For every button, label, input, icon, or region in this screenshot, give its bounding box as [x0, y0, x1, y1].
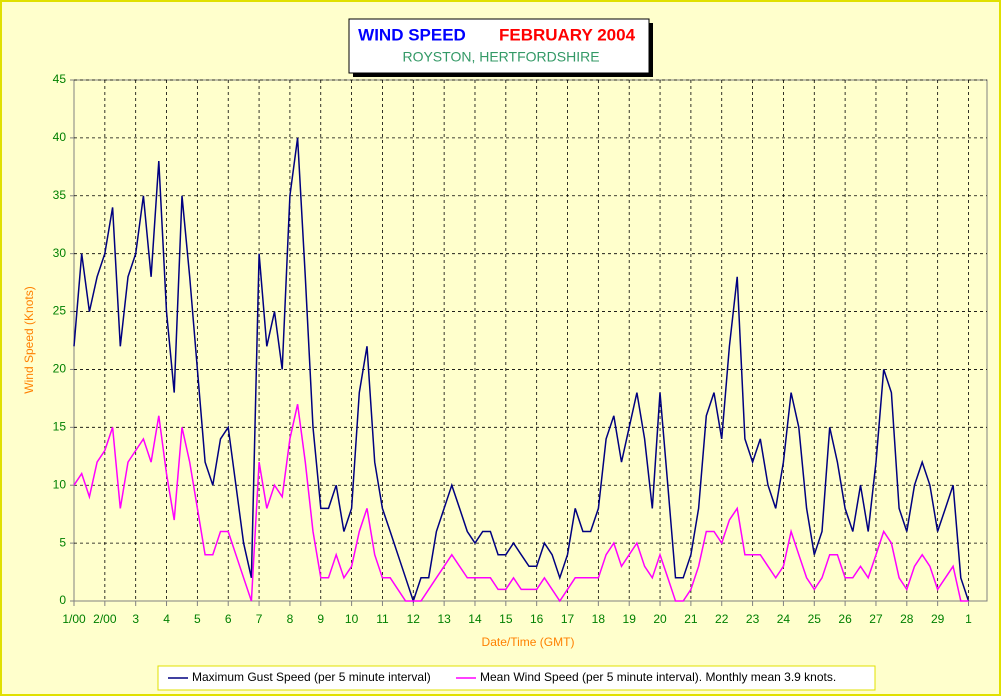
x-tick-label: 17 — [561, 612, 575, 626]
y-tick-label: 15 — [53, 420, 67, 434]
title-box — [348, 18, 650, 74]
x-tick-label: 25 — [808, 612, 822, 626]
y-tick-label: 25 — [53, 304, 67, 318]
legend-label: Mean Wind Speed (per 5 minute interval).… — [480, 670, 836, 684]
x-tick-label: 15 — [499, 612, 513, 626]
x-tick-label: 7 — [256, 612, 263, 626]
x-tick-label: 21 — [684, 612, 698, 626]
x-tick-label: 22 — [715, 612, 729, 626]
x-tick-label: 26 — [838, 612, 852, 626]
x-tick-label: 1/00 — [62, 612, 86, 626]
chart-title: WIND SPEED — [358, 25, 466, 44]
series-line — [73, 137, 970, 604]
y-tick-label: 45 — [53, 72, 67, 86]
x-tick-label: 19 — [623, 612, 637, 626]
x-tick-label: 29 — [931, 612, 945, 626]
plot-area — [73, 79, 988, 602]
x-tick-label: 3 — [132, 612, 139, 626]
x-tick-label: 28 — [900, 612, 914, 626]
y-axis-label: Wind Speed (Knots) — [22, 286, 36, 393]
x-tick-label: 18 — [592, 612, 606, 626]
y-tick-label: 30 — [53, 246, 67, 260]
y-tick-label: 35 — [53, 188, 67, 202]
x-tick-label: 4 — [163, 612, 170, 626]
x-tick-label: 8 — [287, 612, 294, 626]
legend-label: Maximum Gust Speed (per 5 minute interva… — [192, 670, 431, 684]
x-tick-label: 1 — [965, 612, 972, 626]
x-tick-label: 12 — [407, 612, 421, 626]
x-tick-label: 23 — [746, 612, 760, 626]
x-tick-label: 27 — [869, 612, 883, 626]
x-tick-label: 16 — [530, 612, 544, 626]
y-tick-label: 40 — [53, 130, 67, 144]
x-tick-label: 6 — [225, 612, 232, 626]
x-tick-label: 13 — [437, 612, 451, 626]
chart-title-period: FEBRUARY 2004 — [499, 25, 636, 44]
x-axis-label: Date/Time (GMT) — [482, 635, 575, 649]
series-line — [73, 404, 969, 603]
x-tick-label: 10 — [345, 612, 359, 626]
legend-box — [157, 665, 876, 691]
y-tick-label: 0 — [59, 593, 66, 607]
y-tick-label: 10 — [53, 477, 67, 491]
x-tick-label: 5 — [194, 612, 201, 626]
x-tick-label: 2/00 — [93, 612, 117, 626]
y-tick-label: 20 — [53, 362, 67, 376]
chart-subtitle: ROYSTON, HERTFORDSHIRE — [402, 49, 599, 65]
x-tick-label: 11 — [376, 612, 389, 626]
x-tick-label: 14 — [468, 612, 482, 626]
x-tick-label: 24 — [777, 612, 791, 626]
x-tick-label: 9 — [317, 612, 324, 626]
x-tick-label: 20 — [653, 612, 667, 626]
y-tick-label: 5 — [59, 535, 66, 549]
